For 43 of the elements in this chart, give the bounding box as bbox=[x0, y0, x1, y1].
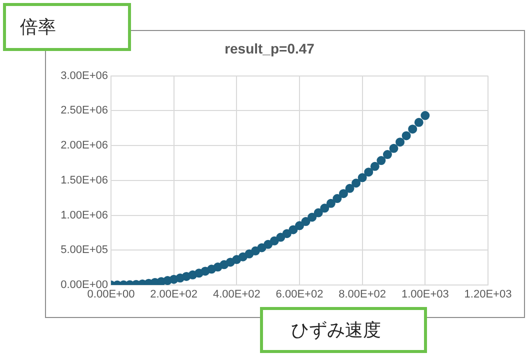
y-tick-label: 0.00E+00 bbox=[60, 279, 108, 292]
y-tick-label: 5.00E+05 bbox=[60, 244, 108, 256]
point bbox=[364, 168, 374, 177]
point bbox=[326, 198, 336, 208]
y-tick-label: 1.00E+06 bbox=[60, 209, 108, 222]
x-tick-label: 0.00E+00 bbox=[87, 288, 135, 301]
point bbox=[345, 184, 354, 193]
point bbox=[301, 217, 310, 226]
x-axis-title: ひずみ速度 bbox=[260, 307, 427, 353]
point bbox=[402, 131, 411, 140]
point bbox=[264, 240, 273, 249]
point bbox=[352, 178, 361, 188]
x-tick-label: 1.20E+03 bbox=[464, 288, 512, 301]
x-tick-label: 2.00E+02 bbox=[150, 288, 198, 301]
point bbox=[408, 124, 418, 134]
point bbox=[282, 229, 292, 238]
point bbox=[414, 118, 424, 127]
point bbox=[270, 236, 279, 246]
point bbox=[308, 212, 317, 222]
point bbox=[320, 204, 330, 213]
x-tick-label: 4.00E+02 bbox=[212, 288, 260, 301]
point bbox=[288, 225, 298, 234]
y-axis-title: 倍率 bbox=[3, 3, 131, 51]
point bbox=[370, 162, 380, 171]
y-tick-label: 2.00E+06 bbox=[60, 140, 108, 152]
x-tick-label: 6.00E+02 bbox=[276, 288, 324, 301]
point bbox=[276, 232, 286, 242]
point bbox=[332, 194, 342, 204]
point bbox=[396, 138, 405, 147]
x-tick-label: 8.00E+02 bbox=[338, 288, 386, 301]
x-tick-label: 1.00E+03 bbox=[401, 288, 449, 301]
point bbox=[420, 111, 430, 120]
y-tick-label: 3.00E+06 bbox=[60, 70, 108, 82]
point bbox=[295, 221, 304, 230]
y-tick-label: 2.50E+06 bbox=[60, 104, 108, 117]
point bbox=[314, 208, 323, 218]
point bbox=[338, 189, 348, 198]
point bbox=[358, 173, 367, 182]
point bbox=[389, 144, 398, 153]
chart-title: result_p=0.47 bbox=[224, 40, 315, 56]
point bbox=[376, 156, 386, 166]
point bbox=[382, 150, 392, 160]
y-tick-label: 1.50E+06 bbox=[60, 174, 108, 186]
